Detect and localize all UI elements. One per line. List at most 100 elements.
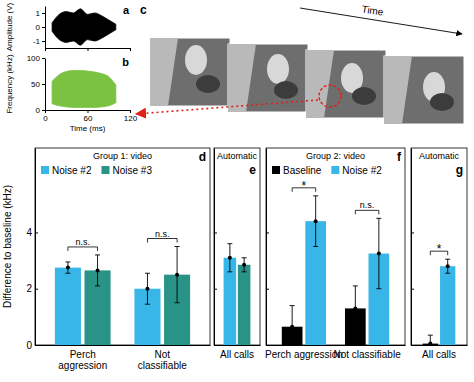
mean-dot [175, 273, 179, 277]
legend-swatch [101, 166, 109, 174]
axis-line [412, 345, 468, 346]
error-bar-cap [353, 285, 358, 286]
plot-area [224, 244, 251, 345]
tick-mark [214, 289, 217, 290]
tick: Perch aggression [265, 349, 343, 360]
axis: 060120 [43, 110, 137, 123]
axis-line [45, 7, 46, 49]
label-line: Perch aggression [265, 349, 343, 360]
panel-letter: g [456, 163, 463, 177]
error-bar-cap [95, 285, 100, 286]
plot-frame [214, 148, 260, 345]
panel-letter: e [249, 163, 256, 177]
axis: -101 [33, 7, 46, 49]
error-bar-cap [376, 218, 381, 219]
tick-label: 1 [36, 9, 41, 18]
error-bar [353, 286, 358, 331]
error-bar [175, 247, 180, 303]
legend-item: Noise #3 [101, 165, 152, 176]
plot-area [423, 259, 456, 345]
tick: 120 [124, 110, 138, 123]
mean-dot [377, 252, 381, 256]
error-bar-cap [95, 254, 100, 255]
y-axis-title: Frequency (kHz) [5, 54, 14, 113]
mean-dot [428, 342, 432, 345]
frame-wall [228, 44, 256, 112]
panel-letter: d [199, 150, 206, 164]
label-line: classifiable [138, 360, 187, 371]
legend: Baseline Noise #2 [272, 165, 382, 176]
axis [214, 149, 217, 346]
panel-title: Group 2: video [306, 151, 365, 161]
tick: 0 [43, 110, 48, 123]
video-frame [384, 56, 464, 124]
category-label: Perch aggression [265, 349, 343, 360]
tick-label: -1 [33, 37, 41, 46]
video-frame [150, 38, 230, 106]
label-line: Not [154, 349, 170, 360]
frame-bird-dark [430, 93, 454, 111]
highlight-circle [319, 85, 341, 107]
video-frame [306, 50, 386, 118]
frame-background [228, 44, 308, 112]
bar [55, 268, 81, 345]
frame-background [150, 38, 230, 106]
frame-background [384, 56, 464, 124]
axis-line [411, 149, 412, 346]
tick-label: 0 [43, 114, 48, 123]
frame-wall [306, 50, 334, 118]
significance-bracket [355, 210, 379, 214]
video-frame [228, 44, 308, 112]
error-bar-cap [428, 335, 433, 336]
significance-label: n.s. [155, 229, 170, 239]
tick: 1 [36, 9, 45, 18]
tick-label: 0 [36, 106, 41, 115]
tick [130, 48, 131, 51]
frame-bird-dark [196, 75, 220, 93]
error-bar-cap [65, 273, 70, 274]
tick-mark [411, 289, 414, 290]
label-line: All calls [422, 349, 456, 360]
error-bar [376, 218, 381, 288]
error-bar-cap [65, 261, 70, 262]
tick [411, 232, 414, 233]
frame-background [306, 50, 386, 118]
video-panel: cTime [136, 3, 464, 124]
tick-label: 50 [31, 80, 40, 89]
axis: All calls [412, 346, 468, 361]
legend-label: Baseline [283, 165, 322, 176]
legend-item: Noise #2 [331, 165, 382, 176]
frame-bird [267, 54, 289, 84]
error-bar [227, 244, 232, 272]
time-label: Time [361, 3, 385, 17]
mean-dot [290, 325, 294, 329]
frame-wall [384, 56, 412, 124]
mean-dot [96, 268, 100, 272]
axis-line [36, 345, 211, 346]
category-label: Notclassifiable [138, 349, 187, 371]
error-bar-cap [313, 246, 318, 247]
signal-area [52, 70, 116, 107]
tick-label: 100 [27, 54, 41, 63]
tick: 50 [31, 80, 45, 89]
tick-mark [42, 13, 45, 14]
panel-letter: b [122, 56, 129, 68]
error-bar [445, 259, 450, 273]
tick-mark [214, 232, 217, 233]
error-bar [95, 255, 100, 286]
error-bar [313, 196, 318, 247]
error-bar-cap [227, 243, 232, 244]
tick-mark [35, 232, 38, 233]
frame-bird-dark [352, 87, 376, 105]
error-bar [145, 273, 150, 304]
axis: 024 [26, 149, 38, 351]
label-line: Not classifiable [333, 349, 401, 360]
tick-mark [35, 289, 38, 290]
axis-line [45, 59, 46, 111]
tick: 100 [27, 54, 45, 63]
mean-dot [228, 256, 232, 260]
legend-item: Noise #2 [41, 165, 92, 176]
tick-mark [266, 289, 269, 290]
panel-title: Automatic [419, 151, 460, 161]
tick: 4 [26, 227, 38, 238]
